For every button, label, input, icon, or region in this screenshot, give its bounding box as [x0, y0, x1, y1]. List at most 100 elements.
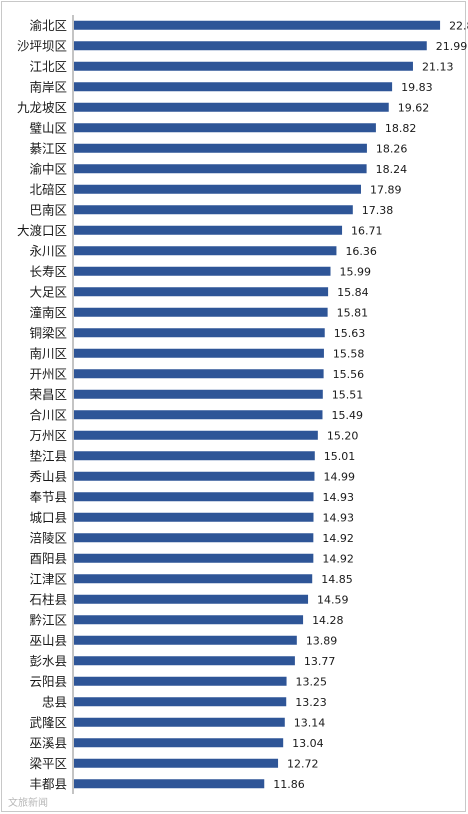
- value-label: 16.71: [351, 224, 383, 237]
- bar: [74, 410, 323, 420]
- category-label: 长寿区: [29, 264, 67, 279]
- category-label: 渝北区: [29, 18, 67, 33]
- category-label: 梁平区: [29, 756, 67, 771]
- bar: [74, 738, 284, 748]
- bar: [74, 451, 315, 461]
- category-label: 大足区: [29, 284, 67, 299]
- bar: [74, 779, 265, 789]
- bar: [74, 553, 314, 563]
- category-label: 开州区: [29, 366, 67, 381]
- value-label: 21.99: [436, 40, 468, 53]
- category-label: 巫山县: [29, 633, 67, 648]
- category-label: 綦江区: [29, 141, 67, 156]
- bar: [74, 471, 315, 481]
- value-label: 14.92: [322, 532, 354, 545]
- bar: [74, 61, 413, 71]
- value-label: 15.58: [333, 347, 365, 360]
- value-label: 13.23: [295, 696, 327, 709]
- value-label: 14.99: [323, 470, 355, 483]
- value-label: 19.83: [401, 81, 433, 94]
- category-label: 璧山区: [29, 120, 67, 135]
- bar: [74, 225, 343, 235]
- category-label: 巫溪县: [29, 735, 67, 750]
- bar: [74, 369, 324, 379]
- bar: [74, 656, 295, 666]
- category-label: 沙坪坝区: [17, 38, 67, 53]
- value-label: 13.89: [306, 634, 338, 647]
- category-label: 潼南区: [29, 305, 67, 320]
- bar: [74, 143, 367, 153]
- bar: [74, 635, 297, 645]
- value-label: 12.72: [287, 757, 319, 770]
- category-label: 奉节县: [29, 489, 67, 504]
- value-label: 15.20: [327, 429, 359, 442]
- category-label: 彭水县: [29, 653, 67, 668]
- bar: [74, 615, 304, 625]
- category-label: 南岸区: [29, 79, 67, 94]
- bar: [74, 348, 324, 358]
- value-label: 15.63: [334, 327, 366, 340]
- category-label: 巴南区: [29, 202, 67, 217]
- value-label: 11.86: [273, 778, 305, 791]
- bar: [74, 41, 427, 51]
- category-label: 黔江区: [29, 612, 67, 627]
- bar: [74, 246, 337, 256]
- bar: [74, 533, 314, 543]
- category-label: 酉阳县: [29, 551, 67, 566]
- category-label: 永川区: [29, 243, 67, 258]
- value-label: 14.28: [312, 614, 344, 627]
- value-label: 14.85: [321, 573, 353, 586]
- value-label: 17.89: [370, 183, 402, 196]
- value-label: 18.26: [376, 142, 408, 155]
- bar: [74, 164, 367, 174]
- value-label: 17.38: [362, 204, 394, 217]
- bar: [74, 102, 389, 112]
- bar: [74, 574, 313, 584]
- category-label: 城口县: [29, 510, 67, 525]
- category-label: 大渡口区: [17, 223, 67, 238]
- category-label: 石柱县: [29, 592, 67, 607]
- value-label: 14.92: [322, 552, 354, 565]
- value-label: 14.93: [323, 491, 355, 504]
- bar: [74, 676, 287, 686]
- value-label: 19.62: [398, 101, 430, 114]
- category-label: 荣昌区: [29, 387, 67, 402]
- category-label: 武隆区: [29, 715, 67, 730]
- category-label: 丰都县: [29, 776, 67, 791]
- bar: [74, 717, 285, 727]
- value-label: 18.24: [376, 163, 408, 176]
- category-label: 九龙坡区: [17, 100, 67, 115]
- bar: [74, 389, 323, 399]
- bar: [74, 512, 314, 522]
- bar: [74, 697, 287, 707]
- value-label: 22.82: [449, 19, 468, 32]
- watermark: 文旅新闻: [8, 798, 48, 809]
- category-label: 南川区: [29, 346, 67, 361]
- value-label: 15.01: [324, 450, 356, 463]
- value-label: 15.81: [337, 306, 369, 319]
- bar: [74, 266, 331, 276]
- bar: [74, 594, 309, 604]
- category-label: 涪陵区: [29, 530, 67, 545]
- value-label: 18.82: [385, 122, 417, 135]
- value-label: 13.77: [304, 655, 336, 668]
- bar: [74, 82, 393, 92]
- bar: [74, 123, 376, 133]
- value-label: 15.99: [340, 265, 372, 278]
- bar: [74, 20, 441, 30]
- category-label: 忠县: [42, 694, 67, 709]
- value-label: 15.51: [332, 388, 364, 401]
- bar: [74, 287, 329, 297]
- category-label: 秀山县: [29, 469, 67, 484]
- category-label: 北碚区: [29, 182, 67, 197]
- value-label: 16.36: [345, 245, 377, 258]
- category-label: 渝中区: [29, 161, 67, 176]
- value-label: 15.84: [337, 286, 369, 299]
- category-label: 江津区: [29, 571, 67, 586]
- bar: [74, 492, 314, 502]
- value-label: 13.14: [294, 716, 326, 729]
- category-label: 垫江县: [29, 448, 67, 463]
- bar: [74, 328, 325, 338]
